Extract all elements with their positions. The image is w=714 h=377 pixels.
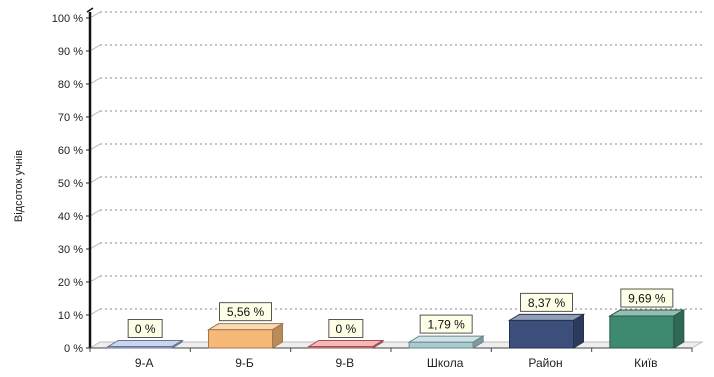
- category-label: 9-В: [335, 356, 354, 370]
- bar-top: [106, 340, 184, 347]
- bar-side: [272, 322, 283, 349]
- bar-front: [609, 315, 675, 349]
- data-label-box: [520, 292, 573, 312]
- axes: Відсоток учнів: [13, 7, 692, 349]
- bar-top: [608, 309, 686, 317]
- data-label-text: 5,56 %: [227, 305, 265, 319]
- data-label: 0 %: [328, 319, 364, 338]
- gridline-depth: [89, 209, 101, 217]
- gridline-depth: [89, 11, 101, 19]
- y-tick-label: 30 %: [58, 244, 83, 256]
- gridline-depth: [89, 44, 101, 52]
- category-label: 9-А: [135, 356, 154, 370]
- y-tick-label: 70 %: [58, 112, 83, 124]
- data-label-box: [419, 314, 473, 334]
- bar-top: [206, 323, 285, 331]
- y-axis-cap: [86, 7, 94, 13]
- bar-front: [208, 329, 273, 349]
- bar: [106, 339, 184, 349]
- y-tick-label: 90 %: [58, 46, 83, 58]
- bar-side: [372, 339, 384, 349]
- data-label-text: 8,37 %: [528, 296, 566, 310]
- y-axis-label: Відсоток учнів: [13, 150, 25, 222]
- data-label: 5,56 %: [219, 302, 272, 322]
- grid-lines: [88, 11, 704, 349]
- category-label: Школа: [427, 356, 464, 370]
- bar: [206, 322, 285, 349]
- gridline-depth: [89, 77, 101, 85]
- data-label-text: 1,79 %: [427, 318, 465, 332]
- bar-top: [307, 340, 385, 347]
- bar-side: [171, 339, 183, 349]
- y-tick-label: 50 %: [58, 178, 83, 190]
- category-labels: 9-А 9-Б 9-В Школа Район Київ: [89, 348, 693, 370]
- data-label-box: [620, 288, 674, 308]
- y-tick-label: 80 %: [58, 79, 83, 91]
- data-label-box: [127, 319, 163, 338]
- bars: [106, 309, 686, 349]
- data-label: 9,69 %: [620, 288, 674, 308]
- y-tick-label: 60 %: [58, 145, 83, 157]
- gridline-depth: [89, 242, 101, 250]
- y-tick-labels: 0 % 10 % 20 % 30 % 40 % 50 % 60 % 70 % 80 % 90 % 1…: [52, 13, 90, 355]
- bar-side: [472, 335, 484, 349]
- gridline-depth: [89, 110, 101, 118]
- bar: [507, 313, 586, 349]
- data-label-text: 0 %: [335, 322, 356, 336]
- category-label: Київ: [634, 356, 657, 370]
- gridline-depth: [89, 308, 101, 316]
- data-label: 0 %: [127, 319, 163, 338]
- y-tick-label: 0 %: [64, 343, 83, 355]
- data-label-box: [219, 302, 272, 322]
- category-label: 9-Б: [235, 356, 254, 370]
- bar-side: [673, 309, 685, 349]
- bar-top: [407, 335, 485, 343]
- y-tick-label: 100 %: [52, 13, 83, 25]
- data-labels: 0 % 5,56 % 0 % 1,79 % 8,37 % 9,69 %: [127, 288, 674, 338]
- y-tick-label: 10 %: [58, 310, 83, 322]
- gridline-depth: [89, 143, 101, 151]
- bar-front: [509, 319, 574, 349]
- data-label-text: 0 %: [135, 322, 156, 336]
- bar-top: [507, 313, 586, 321]
- data-label: 1,79 %: [419, 314, 473, 334]
- gridline-depth: [89, 275, 101, 283]
- category-label: Район: [528, 356, 562, 370]
- y-tick-label: 20 %: [58, 277, 83, 289]
- data-label-box: [328, 319, 364, 338]
- y-tick-label: 40 %: [58, 211, 83, 223]
- bar-side: [573, 313, 584, 349]
- bar-front: [408, 341, 474, 349]
- data-label: 8,37 %: [520, 292, 573, 312]
- bar: [407, 335, 485, 349]
- bar: [608, 309, 686, 349]
- bar: [307, 339, 385, 349]
- gridline-depth: [89, 176, 101, 184]
- data-label-text: 9,69 %: [628, 292, 666, 306]
